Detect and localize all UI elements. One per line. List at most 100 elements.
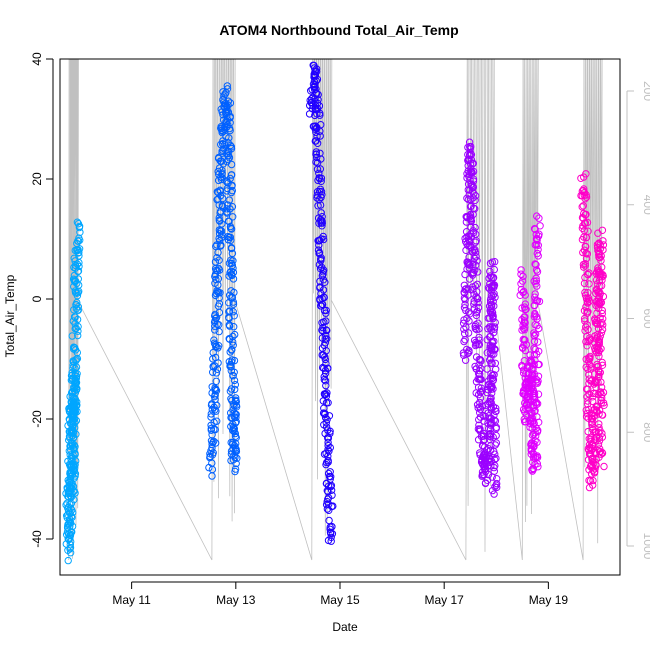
data-point — [223, 187, 231, 195]
data-point — [311, 125, 319, 134]
data-point — [461, 285, 469, 294]
data-point — [487, 394, 495, 402]
data-point — [469, 167, 478, 176]
data-point — [469, 210, 477, 219]
data-point — [322, 347, 330, 355]
data-point — [594, 440, 603, 449]
data-point — [469, 286, 477, 294]
data-point — [490, 328, 498, 337]
data-point — [490, 337, 498, 346]
data-point — [491, 293, 499, 301]
data-point — [461, 356, 470, 364]
data-point — [465, 138, 474, 146]
data-point — [71, 489, 79, 497]
data-point — [461, 301, 469, 309]
data-point — [209, 449, 217, 457]
data-point — [536, 222, 544, 230]
right-tick-label: 200 — [641, 81, 650, 101]
data-point — [593, 363, 601, 371]
data-point — [595, 437, 604, 445]
data-point — [596, 445, 604, 453]
axes: -40 -20 0 20 40 May 11 May 13 May 15 May 17 May 1… — [30, 52, 650, 607]
data-point — [490, 281, 499, 289]
data-point — [225, 196, 234, 204]
data-point — [312, 158, 320, 166]
data-point — [517, 280, 525, 288]
data-point — [491, 450, 499, 458]
data-point — [318, 219, 326, 227]
data-point — [71, 261, 80, 270]
data-point — [589, 476, 597, 485]
data-point — [322, 419, 330, 427]
data-point — [600, 462, 608, 471]
data-point — [468, 269, 477, 277]
data-point — [314, 96, 322, 104]
data-point — [211, 279, 219, 287]
data-point — [215, 321, 223, 329]
data-point — [212, 266, 221, 275]
data-point — [229, 406, 237, 414]
data-point — [70, 343, 78, 352]
data-point — [326, 525, 334, 533]
data-point — [598, 361, 607, 369]
data-point — [226, 222, 235, 231]
data-point — [584, 397, 592, 405]
data-point — [532, 400, 541, 409]
data-point — [597, 378, 605, 386]
data-point — [599, 292, 608, 301]
data-point — [595, 249, 604, 258]
data-point — [213, 254, 221, 262]
data-point — [231, 465, 240, 473]
y-axis-label: Total_Air_Temp — [3, 274, 17, 357]
data-point — [66, 469, 75, 478]
data-point — [324, 364, 332, 373]
data-point — [231, 444, 240, 452]
data-point — [225, 154, 234, 162]
data-point — [68, 442, 76, 450]
data-point — [320, 373, 328, 381]
data-point — [486, 446, 495, 455]
data-point — [595, 410, 603, 418]
data-point — [472, 311, 481, 320]
data-point — [216, 227, 225, 235]
data-point — [466, 176, 474, 185]
data-point — [230, 323, 238, 331]
data-point — [582, 170, 590, 178]
data-point — [228, 345, 236, 354]
data-point — [598, 306, 606, 315]
data-point — [326, 427, 334, 435]
data-point — [311, 104, 320, 113]
data-point — [468, 247, 476, 255]
data-point — [595, 352, 603, 360]
data-point — [326, 443, 334, 452]
data-point — [467, 233, 475, 241]
data-point — [471, 223, 479, 232]
data-point — [473, 280, 481, 288]
data-point — [535, 418, 543, 426]
data-point — [312, 128, 320, 137]
data-point — [517, 270, 525, 278]
data-point — [533, 236, 541, 244]
data-point — [229, 308, 237, 316]
data-point — [484, 470, 493, 479]
data-point — [321, 390, 329, 398]
data-point — [218, 170, 226, 179]
data-point — [225, 321, 234, 329]
data-point — [473, 257, 481, 265]
data-point — [517, 285, 526, 294]
data-point — [531, 309, 539, 318]
data-point — [230, 452, 238, 460]
data-point — [74, 331, 82, 340]
data-point — [585, 354, 593, 362]
data-point — [599, 388, 608, 397]
data-point — [533, 212, 541, 220]
data-point — [65, 535, 73, 544]
x-tick-label: May 13 — [216, 593, 256, 607]
data-point — [490, 325, 498, 333]
data-point — [224, 232, 232, 241]
data-point — [231, 330, 239, 339]
data-point — [589, 481, 597, 489]
data-point — [531, 345, 539, 354]
data-point — [523, 364, 532, 372]
data-point — [319, 327, 327, 335]
